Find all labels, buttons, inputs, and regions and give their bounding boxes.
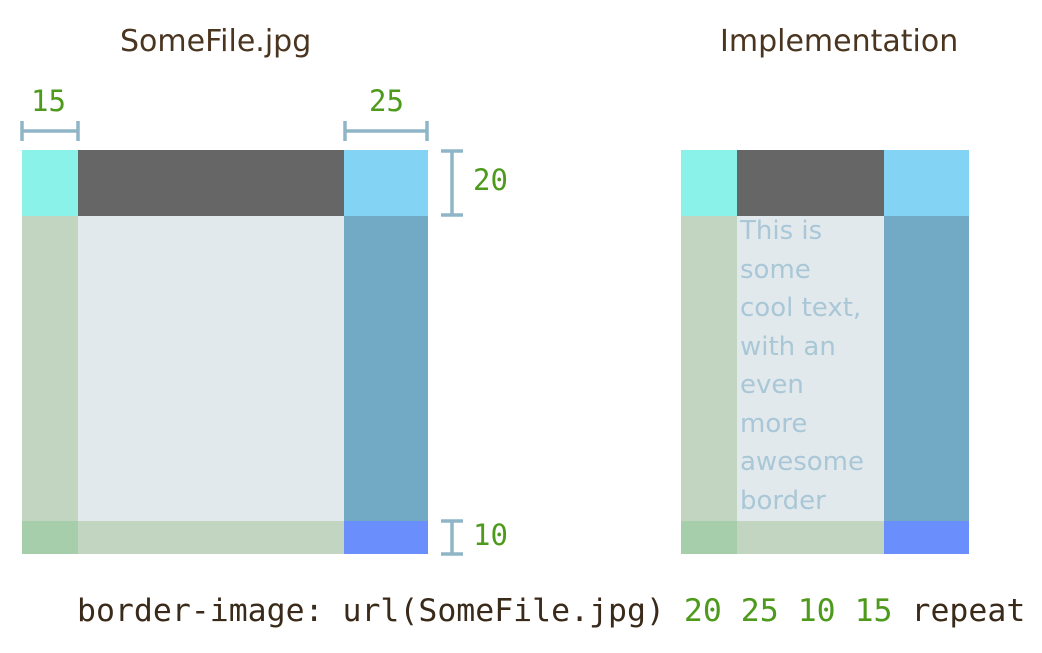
- impl-bottom-right-corner: [884, 521, 969, 554]
- left-slice-label: 15: [31, 84, 66, 118]
- impl-top-left-corner: [681, 150, 737, 216]
- impl-left-edge: [681, 216, 737, 521]
- source-center: [78, 216, 344, 521]
- bottom-slice-label: 10: [473, 518, 508, 552]
- top-height-bracket: [441, 149, 463, 217]
- source-left-edge: [22, 216, 78, 521]
- right-width-bracket: [343, 121, 429, 141]
- implementation-title: Implementation: [720, 24, 959, 59]
- bottom-height-bracket: [441, 519, 463, 556]
- code-prefix: border-image: url(SomeFile.jpg): [77, 593, 684, 629]
- left-width-bracket: [20, 121, 80, 141]
- code-right-value: 25: [740, 593, 779, 629]
- source-top-right-corner: [344, 150, 428, 216]
- code-bottom-value: 10: [797, 593, 836, 629]
- right-slice-label: 25: [369, 84, 404, 118]
- source-top-edge: [78, 150, 344, 216]
- source-bottom-edge: [78, 521, 344, 554]
- top-slice-label: 20: [473, 163, 508, 197]
- impl-bottom-left-corner: [681, 521, 737, 554]
- css-code-line: border-image: url(SomeFile.jpg) 20 25 10…: [77, 593, 1025, 629]
- source-bottom-left-corner: [22, 521, 78, 554]
- impl-top-right-corner: [884, 150, 969, 216]
- impl-bottom-edge: [737, 521, 884, 554]
- impl-center: [737, 216, 884, 521]
- code-top-value: 20: [683, 593, 722, 629]
- bordered-content-text: This is some cool text, with an even mor…: [740, 216, 864, 516]
- source-bottom-right-corner: [344, 521, 428, 554]
- code-suffix: repeat: [892, 593, 1026, 629]
- impl-top-edge: [737, 150, 884, 216]
- impl-right-edge: [884, 216, 969, 521]
- source-right-edge: [344, 216, 428, 521]
- source-top-left-corner: [22, 150, 78, 216]
- code-left-value: 15: [854, 593, 893, 629]
- source-image-title: SomeFile.jpg: [120, 24, 312, 59]
